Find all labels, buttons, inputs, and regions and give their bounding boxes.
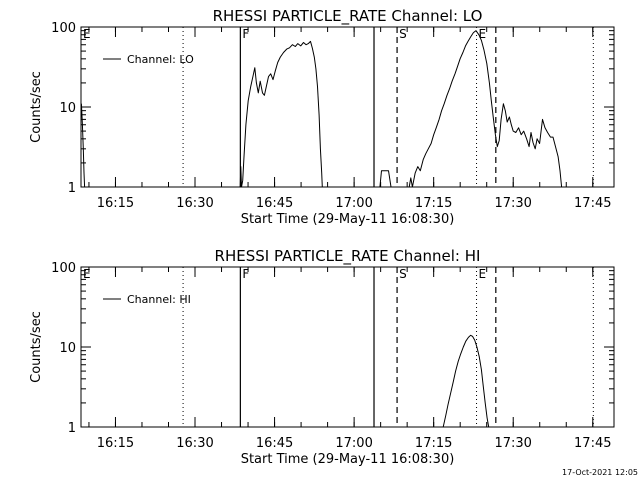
- series-line: [239, 40, 323, 188]
- event-flag-label: E: [479, 27, 487, 41]
- event-flag-label: F: [242, 267, 249, 281]
- x-tick-label: 16:15: [97, 196, 134, 211]
- plot-frame: [80, 266, 615, 428]
- series-line: [379, 170, 392, 188]
- series-line: [80, 103, 86, 188]
- x-axis-label: Start Time (29-May-11 16:08:30): [241, 452, 455, 467]
- y-tick-label: 100: [51, 21, 76, 36]
- event-flag-label: F: [242, 27, 249, 41]
- x-tick-label: 17:15: [415, 196, 452, 211]
- x-tick-label: 16:30: [176, 196, 213, 211]
- x-tick-label: 17:30: [494, 436, 531, 451]
- series-line: [442, 334, 490, 428]
- x-tick-label: 16:45: [256, 196, 293, 211]
- x-tick-label: 17:45: [574, 436, 611, 451]
- event-flag-label: E: [479, 267, 487, 281]
- y-axis-label: Counts/sec: [29, 311, 44, 383]
- series-line: [408, 30, 563, 188]
- x-tick-label: 17:00: [335, 436, 372, 451]
- x-axis-label: Start Time (29-May-11 16:08:30): [241, 212, 455, 227]
- x-tick-label: 16:15: [97, 436, 134, 451]
- footer-timestamp: 17-Oct-2021 12:05: [562, 468, 638, 477]
- y-axis-label: Counts/sec: [29, 71, 44, 143]
- x-tick-label: 16:45: [256, 436, 293, 451]
- panel-hi-channel: RHESSI PARTICLE_RATE Channel: HI Start Ti…: [29, 247, 615, 467]
- y-tick-label: 1: [68, 181, 76, 196]
- x-tick-label: 16:30: [176, 436, 213, 451]
- plot-frame: [80, 26, 615, 188]
- legend-label: Channel: HI: [127, 293, 191, 306]
- x-tick-label: 17:30: [494, 196, 531, 211]
- event-flag-label: E: [83, 267, 91, 281]
- y-tick-label: 10: [59, 101, 76, 116]
- x-tick-label: 17:00: [335, 196, 372, 211]
- chart-title: RHESSI PARTICLE_RATE Channel: LO: [213, 7, 483, 26]
- legend-label: Channel: LO: [127, 53, 194, 66]
- panel-lo-channel: RHESSI PARTICLE_RATE Channel: LO Start Ti…: [29, 7, 615, 227]
- chart-title: RHESSI PARTICLE_RATE Channel: HI: [215, 247, 481, 266]
- event-flag-label: E: [83, 27, 91, 41]
- y-tick-label: 1: [68, 421, 76, 436]
- y-tick-label: 10: [59, 341, 76, 356]
- event-flag-label: S: [399, 27, 407, 41]
- y-tick-label: 100: [51, 261, 76, 276]
- x-tick-label: 17:45: [574, 196, 611, 211]
- x-tick-label: 17:15: [415, 436, 452, 451]
- event-flag-label: S: [399, 267, 407, 281]
